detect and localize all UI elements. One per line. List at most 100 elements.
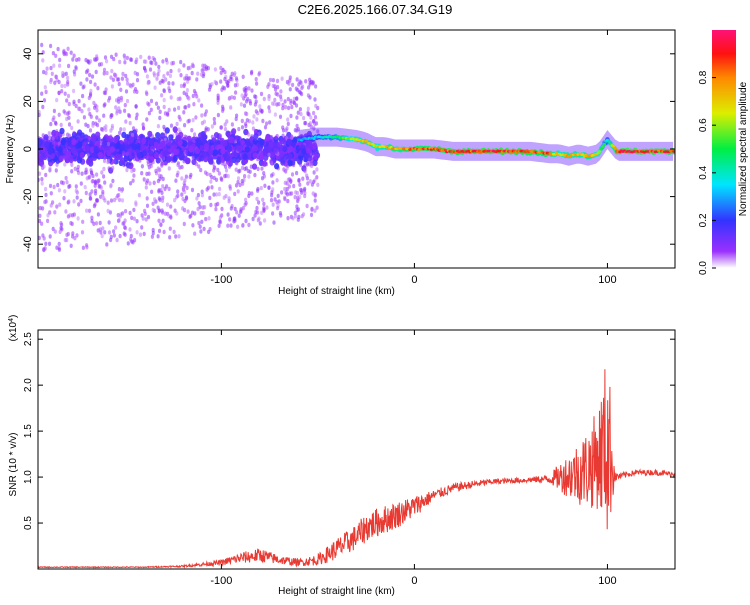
ridge-core: [602, 142, 607, 146]
noise-speckle: [69, 243, 73, 248]
noise-speckle: [58, 63, 62, 68]
noise-speckle: [283, 196, 287, 202]
noise-speckle: [148, 181, 152, 186]
noise-speckle: [134, 116, 138, 121]
noise-speckle: [218, 215, 222, 220]
y-tick-label: 1.5: [23, 424, 34, 438]
noise-speckle: [41, 206, 45, 211]
noise-speckle: [102, 196, 106, 201]
noise-speckle: [149, 107, 153, 113]
noise-speckle: [234, 90, 238, 95]
noise-speckle: [72, 199, 76, 204]
noise-speckle: [69, 220, 73, 226]
noise-speckle: [179, 73, 183, 78]
noise-speckle: [145, 91, 149, 97]
noise-speckle: [117, 96, 121, 101]
noise-speckle: [123, 108, 127, 114]
noise-speckle: [71, 138, 77, 145]
noise-speckle: [55, 204, 59, 209]
noise-speckle: [55, 245, 59, 250]
noise-speckle: [89, 196, 93, 201]
noise-speckle: [88, 174, 92, 180]
noise-speckle: [114, 225, 118, 230]
noise-speckle: [200, 72, 204, 77]
noise-speckle: [117, 192, 121, 198]
noise-speckle: [160, 198, 165, 203]
noise-speckle: [312, 159, 318, 167]
noise-speckle: [293, 210, 297, 216]
noise-speckle: [44, 152, 49, 157]
noise-speckle: [183, 178, 187, 183]
noise-speckle: [60, 89, 64, 94]
noise-speckle: [48, 135, 52, 140]
colorbar-gradient: [712, 30, 736, 268]
noise-speckle: [160, 161, 164, 166]
noise-speckle: [219, 125, 223, 130]
noise-speckle: [124, 89, 129, 94]
noise-speckle: [77, 57, 81, 62]
noise-speckle: [127, 148, 133, 155]
noise-speckle: [81, 85, 85, 90]
noise-speckle: [133, 238, 137, 243]
noise-speckle: [157, 68, 161, 74]
noise-speckle: [55, 97, 59, 103]
noise-speckle: [90, 179, 94, 184]
noise-speckle: [293, 128, 297, 133]
noise-speckle: [272, 220, 276, 225]
noise-speckle: [240, 125, 245, 130]
ridge-core: [364, 139, 369, 143]
noise-speckle: [233, 83, 237, 88]
noise-speckle: [38, 155, 45, 163]
noise-speckle: [229, 136, 235, 144]
noise-speckle: [50, 131, 55, 136]
colorbar-tick-label: 0.2: [698, 213, 709, 227]
noise-speckle: [71, 234, 75, 239]
noise-speckle: [229, 105, 233, 110]
noise-speckle: [293, 195, 297, 200]
noise-speckle: [134, 104, 138, 109]
noise-speckle: [296, 217, 300, 222]
noise-speckle: [207, 216, 211, 221]
noise-speckle: [188, 65, 192, 70]
noise-speckle: [253, 213, 257, 218]
noise-speckle: [128, 227, 132, 232]
noise-speckle: [310, 207, 314, 213]
noise-speckle: [168, 73, 173, 79]
noise-speckle: [176, 96, 180, 102]
noise-speckle: [82, 103, 86, 108]
noise-speckle: [141, 126, 146, 131]
noise-speckle: [240, 118, 244, 124]
noise-speckle: [135, 57, 139, 62]
noise-speckle: [190, 70, 194, 76]
noise-speckle: [174, 234, 178, 239]
noise-speckle: [147, 102, 151, 107]
noise-speckle: [114, 105, 118, 110]
noise-speckle: [66, 75, 70, 81]
noise-speckle: [177, 105, 181, 111]
x-tick-label: -100: [210, 274, 232, 286]
noise-speckle: [226, 143, 232, 150]
noise-speckle: [208, 84, 212, 90]
noise-speckle: [175, 173, 179, 178]
noise-speckle: [216, 93, 220, 98]
x-tick-label: -100: [210, 575, 232, 587]
noise-speckle: [200, 219, 204, 224]
noise-speckle: [315, 167, 319, 172]
noise-speckle: [210, 124, 214, 129]
noise-speckle: [59, 122, 63, 128]
noise-speckle: [112, 229, 116, 234]
noise-speckle: [65, 180, 69, 185]
noise-speckle: [123, 232, 127, 237]
noise-speckle: [131, 82, 135, 88]
spectrogram-noise: [38, 42, 321, 253]
noise-speckle: [244, 146, 250, 153]
noise-speckle: [53, 229, 57, 234]
noise-speckle: [291, 216, 295, 221]
noise-speckle: [126, 81, 130, 86]
noise-speckle: [123, 102, 127, 108]
noise-speckle: [312, 179, 316, 185]
noise-speckle: [239, 102, 243, 107]
noise-speckle: [73, 166, 77, 171]
noise-speckle: [129, 57, 133, 62]
noise-speckle: [299, 111, 303, 117]
